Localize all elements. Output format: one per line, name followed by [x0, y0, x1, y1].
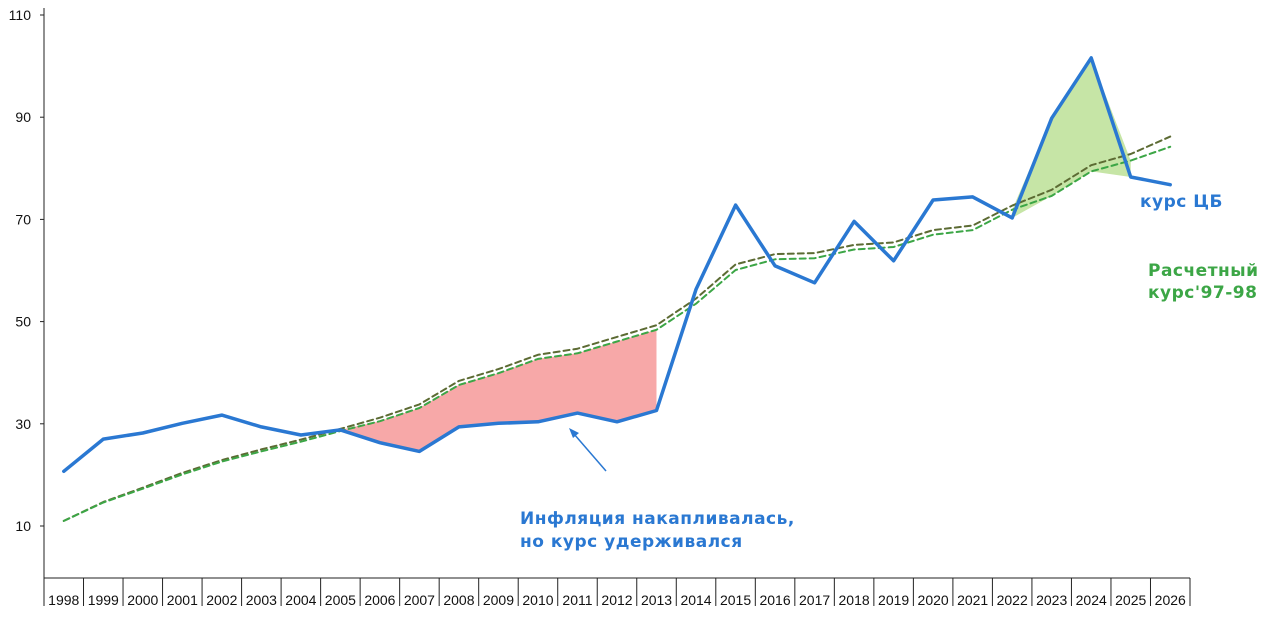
x-tick-label: 2007 [404, 592, 435, 608]
annotation-text: курс'97-98 [1148, 283, 1257, 303]
annotation-text: Инфляция накапливалась, [520, 509, 795, 529]
series-line-1 [62, 56, 1172, 474]
x-tick-label: 2005 [325, 592, 356, 608]
x-tick-label: 2020 [918, 592, 949, 608]
x-tick-label: 2011 [562, 592, 592, 608]
x-tick-label: 2003 [246, 592, 277, 608]
y-tick-label: 110 [9, 7, 32, 23]
x-tick-label: 2018 [839, 592, 870, 608]
x-tick-label: 2016 [759, 592, 790, 608]
x-tick-label: 2022 [997, 592, 1028, 608]
y-tick-label: 30 [15, 416, 31, 432]
x-tick-label: 2000 [127, 592, 158, 608]
x-tick-label: 2006 [364, 592, 395, 608]
x-tick-label: 2013 [641, 592, 672, 608]
x-tick-label: 2004 [285, 592, 316, 608]
x-tick-label: 2019 [878, 592, 909, 608]
x-tick-label: 2026 [1155, 592, 1186, 608]
annotation-arrowhead [569, 428, 579, 438]
annotation-text: но курс удерживался [520, 532, 743, 552]
annotation-arrow [573, 433, 607, 472]
x-tick-label: 2009 [483, 592, 514, 608]
x-tick-label: 2025 [1115, 592, 1146, 608]
fill-area-1 [340, 329, 657, 452]
x-tick-label: 2008 [443, 592, 474, 608]
annotation-text: Расчетный [1148, 261, 1259, 281]
x-tick-label: 1998 [48, 592, 79, 608]
series-line-3 [62, 135, 1172, 522]
fill-areas [340, 57, 1131, 452]
y-tick-label: 50 [15, 314, 31, 330]
x-tick-label: 2021 [957, 592, 988, 608]
x-tick-label: 2014 [680, 592, 711, 608]
x-tick-label: 2015 [720, 592, 751, 608]
series-lines [62, 56, 1172, 522]
x-tick-label: 1999 [88, 592, 119, 608]
x-tick-label: 2002 [206, 592, 237, 608]
series-line-2 [62, 145, 1172, 522]
x-tick-label: 2010 [522, 592, 553, 608]
x-tick-label: 2001 [167, 592, 198, 608]
x-tick-label: 2024 [1076, 592, 1107, 608]
axes: 10 30 50 70 90 110 1998 1999 2000 2001 2002 2003 200… [9, 7, 1191, 608]
y-tick-label: 90 [15, 109, 31, 125]
fill-area-2 [1012, 57, 1131, 218]
x-tick-label: 2012 [601, 592, 632, 608]
x-tick-label: 2023 [1036, 592, 1067, 608]
y-tick-label: 70 [15, 211, 31, 227]
annotation-text: курс ЦБ [1140, 192, 1223, 212]
y-tick-label: 10 [15, 518, 31, 534]
x-tick-label: 2017 [799, 592, 830, 608]
